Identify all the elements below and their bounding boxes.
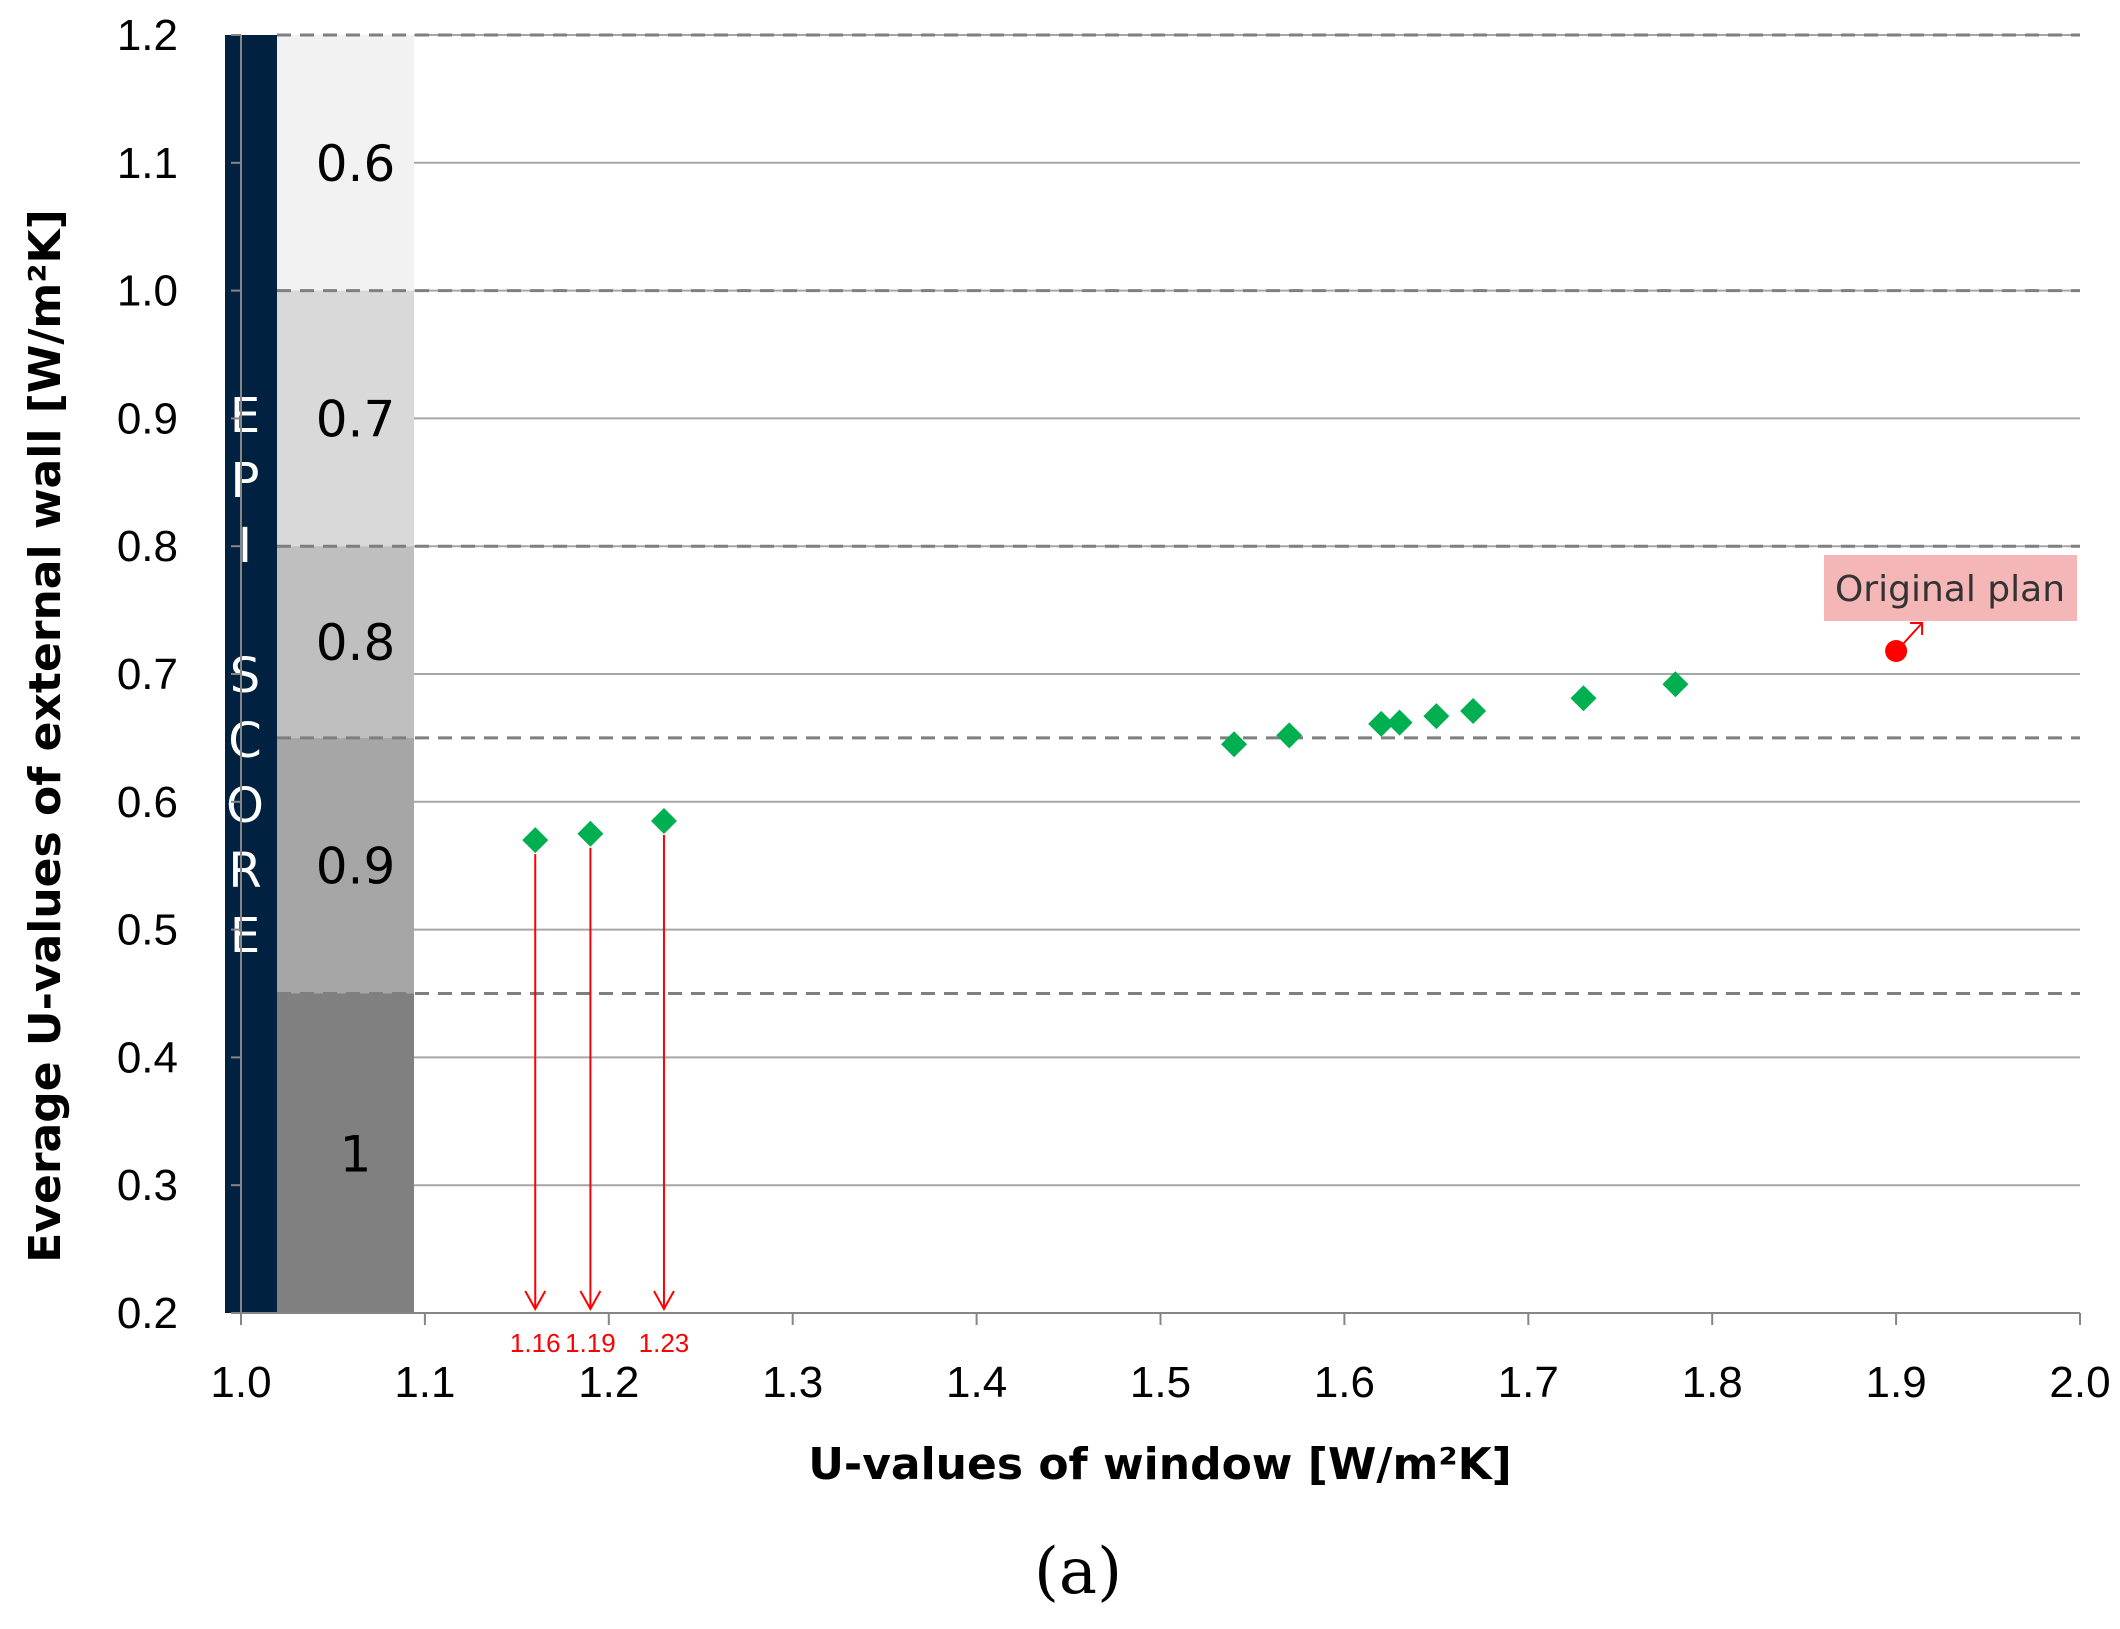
threshold-arrows: 1.16 1.19 1.23 [510,834,690,1358]
point-0-8 [1460,698,1487,725]
point-0-0 [522,827,549,854]
y-tick-label-3: 0.5 [117,906,178,955]
arrow-head-1 [579,1290,602,1312]
annotation-box [1824,555,2077,621]
y-tick-label-2: 0.4 [117,1033,178,1082]
x-tick-label-4: 1.4 [946,1358,1007,1407]
annotation-label: Original plan [1835,569,2065,610]
x-tick-label-5: 1.5 [1130,1358,1191,1407]
score-band-label-2: 0.8 [316,614,396,672]
score-band-label-4: 1 [340,1125,372,1183]
x-tick-label-7: 1.7 [1498,1358,1559,1407]
x-tick-label-9: 1.9 [1866,1358,1927,1407]
score-band-2 [277,546,414,738]
point-1-0 [1885,639,1908,662]
epi-letter-0: E [230,388,260,444]
epi-letter-1: P [231,453,260,509]
y-tick-label-8: 1.0 [117,267,178,316]
epi-letter-7: R [228,843,261,899]
point-0-7 [1423,703,1450,730]
y-tick-label-9: 1.1 [117,139,178,188]
arrow-label-1: 1.19 [565,1328,616,1358]
y-tick-label-6: 0.8 [117,522,178,571]
x-tick-label-0: 1.0 [210,1358,271,1407]
point-0-9 [1570,685,1597,712]
y-tick-label-0: 0.2 [117,1289,178,1338]
score-band-label-0: 0.6 [316,135,396,193]
epi-letter-6: O [226,778,264,834]
point-0-6 [1386,709,1413,736]
point-0-4 [1276,722,1303,749]
score-band-label-1: 0.7 [316,390,396,448]
annotation-pointer [1901,622,1923,646]
x-tick-label-6: 1.6 [1314,1358,1375,1407]
score-band-3 [277,737,414,994]
point-0-5 [1368,710,1395,737]
score-band-1 [277,290,414,547]
y-tick-label-1: 0.3 [117,1161,178,1210]
score-band-label-3: 0.9 [316,838,396,896]
figure-caption: (a) [1034,1535,1122,1609]
arrow-label-0: 1.16 [510,1328,561,1358]
data-points [522,639,1908,854]
arrow-label-2: 1.23 [639,1328,690,1358]
x-tick-labels: 1.0 1.1 1.2 1.3 1.4 1.5 1.6 1.7 1.8 1.9 2.0 [210,1313,2111,1407]
arrow-head-2 [653,1290,675,1312]
y-tick-label-7: 0.9 [117,394,178,443]
y-tick-label-4: 0.6 [117,778,178,827]
y-axis-title: Everage U-values of external wall [W/m²K… [20,209,71,1263]
original-plan-annotation: Original plan [1824,555,2077,646]
arrow-head-0 [524,1290,547,1312]
y-tick-label-5: 0.7 [117,650,178,699]
point-0-10 [1662,671,1689,698]
score-band-4 [277,993,414,1313]
epi-letter-8: E [230,908,260,964]
x-tick-label-10: 2.0 [2049,1358,2110,1407]
x-tick-label-1: 1.1 [394,1358,455,1407]
point-0-1 [577,820,604,847]
x-axis-title: U-values of window [W/m²K] [808,1439,1512,1490]
y-tick-label-10: 1.2 [117,11,178,60]
score-band-0 [277,35,414,291]
x-tick-label-3: 1.3 [762,1358,823,1407]
x-tick-label-8: 1.8 [1682,1358,1743,1407]
epi-letter-5: C [228,713,262,769]
y-tick-labels: 0.2 0.3 0.4 0.5 0.6 0.7 0.8 0.9 1.0 1.1 1.2 [117,11,241,1338]
epi-letter-4: S [230,648,260,704]
epi-score-bands: 0.6 0.7 0.8 0.9 1 [277,35,414,1313]
score-threshold-lines [277,33,2080,995]
point-0-2 [650,807,677,834]
point-0-3 [1221,731,1248,758]
x-tick-label-2: 1.2 [578,1358,639,1407]
annotation-pointer-head [1910,621,1924,635]
